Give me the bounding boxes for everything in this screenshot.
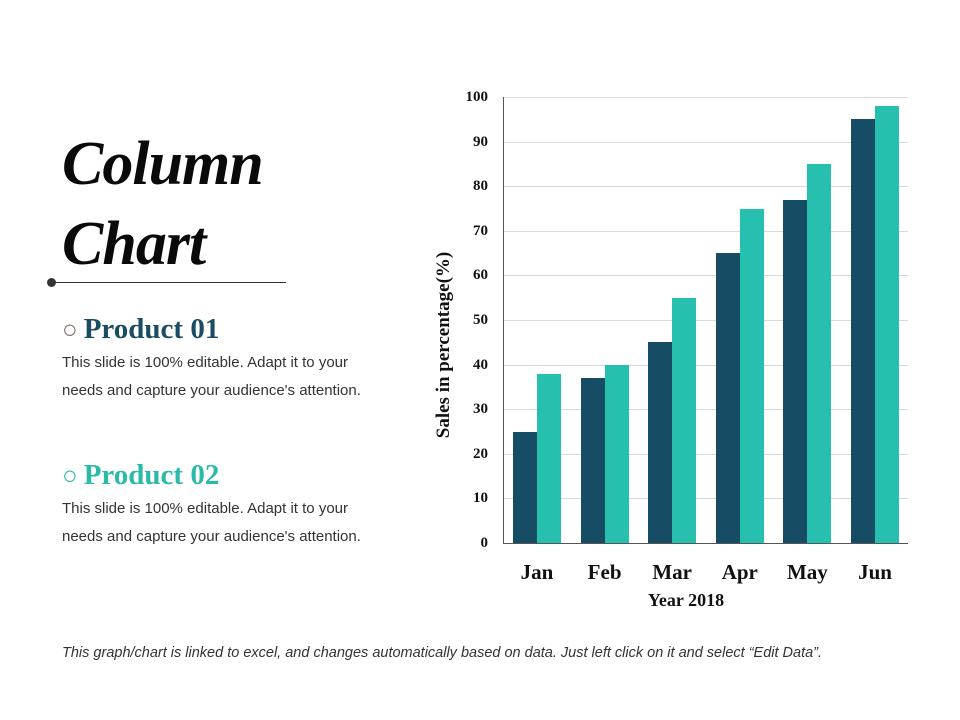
- bar-feb-series-1[interactable]: [580, 377, 605, 543]
- title-line-2: Chart: [62, 210, 206, 278]
- bar-jan-series-1[interactable]: [513, 431, 537, 543]
- x-tick-label: Apr: [721, 560, 758, 584]
- title-divider: [52, 282, 286, 283]
- y-tick-label: 100: [465, 89, 489, 105]
- y-tick-label: 0: [480, 535, 489, 551]
- y-tick-label: 10: [473, 490, 488, 507]
- bar-apr-series-1[interactable]: [715, 253, 740, 543]
- gridline: [503, 364, 908, 366]
- y-tick-label: 70: [473, 222, 488, 239]
- y-tick-label: 30: [473, 401, 488, 418]
- y-tick-label: 50: [473, 312, 488, 328]
- x-tick-label: Feb: [587, 560, 622, 584]
- desc-line-1: This slide is 100% editable. Adapt it to…: [62, 500, 348, 517]
- product-02-name: Product 02: [83, 459, 220, 491]
- product-02-description: This slide is 100% editable. Adapt it to…: [62, 495, 402, 551]
- x-tick-label: Jan: [520, 560, 554, 584]
- y-tick-label: 40: [473, 356, 488, 373]
- bar-apr-series-2[interactable]: [739, 208, 764, 543]
- circle-bullet-icon: ○: [62, 315, 78, 344]
- title-line-1: Column: [62, 130, 264, 198]
- product-02-block: ○ Product 02 This slide is 100% editable.…: [62, 458, 402, 551]
- desc-line-1: This slide is 100% editable. Adapt it to…: [62, 354, 348, 371]
- y-tick-label: 20: [473, 445, 488, 462]
- title-rule-dot: [47, 278, 56, 287]
- gridline: [503, 186, 908, 188]
- bar-may-series-1[interactable]: [783, 199, 808, 543]
- gridline: [503, 141, 908, 143]
- bar-may-series-2[interactable]: [807, 163, 832, 543]
- x-tick-label: May: [786, 560, 828, 584]
- gridline: [503, 498, 908, 500]
- x-axis-line: [503, 543, 908, 544]
- bar-mar-series-1[interactable]: [648, 342, 673, 543]
- y-tick-label: 80: [473, 178, 488, 195]
- bar-feb-series-2[interactable]: [604, 364, 629, 543]
- gridline: [503, 453, 908, 455]
- gridline: [503, 409, 908, 411]
- desc-line-2: needs and capture your audience's attent…: [62, 382, 361, 399]
- footnote: This graph/chart is linked to excel, and…: [62, 645, 823, 661]
- x-axis-label: Year 2018: [647, 590, 725, 610]
- bar-mar-series-2[interactable]: [672, 297, 697, 543]
- slide-title: Column Chart: [62, 124, 264, 284]
- gridline: [503, 230, 908, 232]
- x-tick-label: Mar: [652, 560, 693, 584]
- product-01-description: This slide is 100% editable. Adapt it to…: [62, 349, 402, 405]
- product-02-heading: ○ Product 02: [62, 458, 402, 493]
- x-tick-label: Jun: [858, 560, 892, 584]
- product-01-heading: ○ Product 01: [62, 312, 402, 347]
- gridline: [503, 275, 908, 277]
- gridline: [503, 97, 908, 98]
- circle-bullet-icon: ○: [62, 461, 78, 490]
- product-01-name: Product 01: [83, 313, 220, 345]
- y-tick-label: 60: [473, 267, 488, 284]
- y-tick-label: 90: [473, 133, 488, 150]
- desc-line-2: needs and capture your audience's attent…: [62, 528, 361, 545]
- bar-jan-series-2[interactable]: [537, 373, 561, 543]
- bar-jun-series-2[interactable]: [875, 105, 899, 543]
- y-axis-line: [503, 97, 504, 543]
- bar-jun-series-1[interactable]: [851, 119, 875, 543]
- gridline: [503, 320, 908, 321]
- product-01-block: ○ Product 01 This slide is 100% editable.…: [62, 312, 402, 405]
